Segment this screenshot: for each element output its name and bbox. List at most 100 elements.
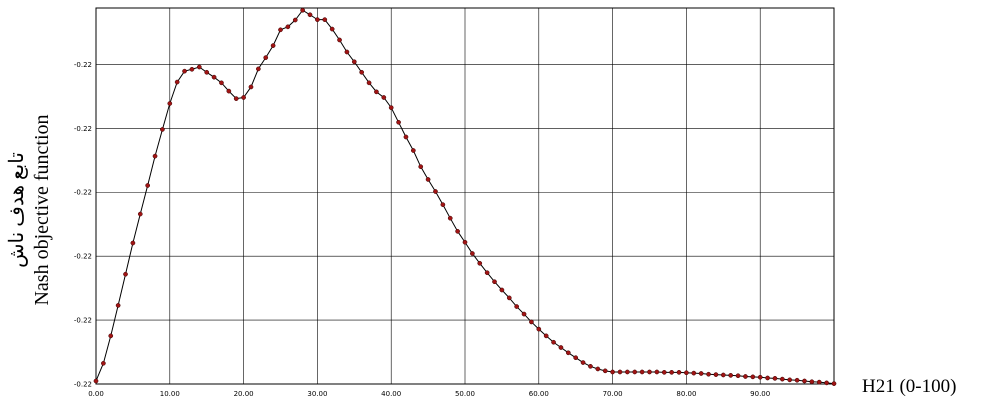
data-point xyxy=(477,260,483,266)
data-point xyxy=(551,339,556,345)
data-point xyxy=(484,270,490,276)
data-point xyxy=(573,355,579,361)
data-point xyxy=(824,380,829,386)
data-point xyxy=(241,95,246,100)
data-point xyxy=(337,37,342,43)
data-point xyxy=(329,26,335,32)
data-point xyxy=(639,369,645,375)
data-point xyxy=(410,148,416,153)
y-tick-label: -0.22 xyxy=(74,125,92,133)
y-axis-label-persian: تابع هدف ناش xyxy=(6,152,28,268)
data-point xyxy=(499,287,505,293)
data-point xyxy=(101,360,106,366)
data-point xyxy=(720,372,726,378)
data-point xyxy=(831,381,837,386)
data-point xyxy=(514,304,520,309)
data-point xyxy=(735,373,741,379)
data-point xyxy=(315,17,320,23)
data-point xyxy=(743,374,748,379)
data-point xyxy=(270,43,276,48)
data-point xyxy=(152,153,158,159)
data-point xyxy=(757,374,763,380)
x-tick-label: 0.00 xyxy=(88,390,104,398)
data-point xyxy=(344,49,350,55)
plot-frame xyxy=(95,7,835,385)
data-point xyxy=(506,295,512,301)
data-point xyxy=(167,101,173,106)
data-point xyxy=(130,240,136,246)
data-point xyxy=(300,7,305,13)
x-tick-label: 50.00 xyxy=(455,390,475,398)
data-point xyxy=(521,311,527,317)
data-point xyxy=(381,95,387,100)
data-point xyxy=(433,189,438,194)
data-point xyxy=(115,303,121,308)
data-point xyxy=(595,366,601,372)
y-tick-label: -0.22 xyxy=(74,381,92,389)
data-point xyxy=(256,66,261,72)
data-point xyxy=(669,369,674,375)
grid xyxy=(95,8,834,385)
data-point xyxy=(425,177,431,182)
y-tick-label: -0.22 xyxy=(74,317,92,325)
data-point xyxy=(794,377,800,383)
data-point xyxy=(182,68,187,74)
data-point xyxy=(455,228,460,234)
data-point xyxy=(248,84,254,90)
data-point xyxy=(447,215,453,221)
data-point xyxy=(580,360,586,365)
data-point xyxy=(123,271,128,277)
y-axis-label-english: Nash objective function xyxy=(31,114,53,305)
x-tick-label: 90.00 xyxy=(750,390,770,398)
x-tick-label: 10.00 xyxy=(160,390,180,398)
series-points xyxy=(93,7,837,386)
data-point xyxy=(684,370,689,376)
data-point xyxy=(558,345,564,350)
data-point xyxy=(285,24,291,30)
x-tick-labels: 0.00 10.00 20.00 30.00 40.00 50.00 60.00 70.00 8… xyxy=(88,390,770,398)
data-point xyxy=(219,80,224,86)
y-tick-label: -0.22 xyxy=(74,61,92,69)
y-tick-label: -0.22 xyxy=(74,253,92,261)
data-point xyxy=(713,372,719,377)
data-point xyxy=(617,369,623,375)
x-tick-label: 40.00 xyxy=(381,390,401,398)
data-point xyxy=(602,368,608,374)
data-point xyxy=(278,27,283,33)
data-point xyxy=(765,375,770,381)
data-point xyxy=(706,371,711,377)
data-point xyxy=(396,119,401,125)
data-point xyxy=(307,12,313,18)
data-point xyxy=(750,374,756,380)
data-point xyxy=(610,369,615,375)
data-point xyxy=(565,350,571,356)
data-point xyxy=(108,333,114,339)
data-point xyxy=(787,377,793,383)
data-point xyxy=(374,89,379,95)
x-tick-label: 70.00 xyxy=(603,390,623,398)
y-tick-label: -0.22 xyxy=(74,189,92,197)
data-point xyxy=(728,373,734,378)
x-tick-label: 80.00 xyxy=(676,390,696,398)
data-point xyxy=(661,369,667,375)
data-point xyxy=(625,369,630,375)
data-point xyxy=(698,371,704,376)
data-point xyxy=(654,369,660,375)
data-point xyxy=(359,69,365,75)
data-point xyxy=(292,17,298,23)
data-point xyxy=(492,279,497,285)
x-tick-label: 30.00 xyxy=(307,390,327,398)
data-point xyxy=(779,376,785,382)
data-point xyxy=(418,164,424,170)
y-tick-labels: -0.22 -0.22 -0.22 -0.22 -0.22 -0.22 xyxy=(74,61,92,389)
data-point xyxy=(322,17,328,23)
data-point xyxy=(529,319,534,325)
data-point xyxy=(174,79,180,85)
x-tick-label: 20.00 xyxy=(234,390,254,398)
data-point xyxy=(470,251,475,256)
data-point xyxy=(189,66,195,72)
x-tick-label: 60.00 xyxy=(529,390,549,398)
data-point xyxy=(93,378,99,384)
data-point xyxy=(543,333,549,339)
